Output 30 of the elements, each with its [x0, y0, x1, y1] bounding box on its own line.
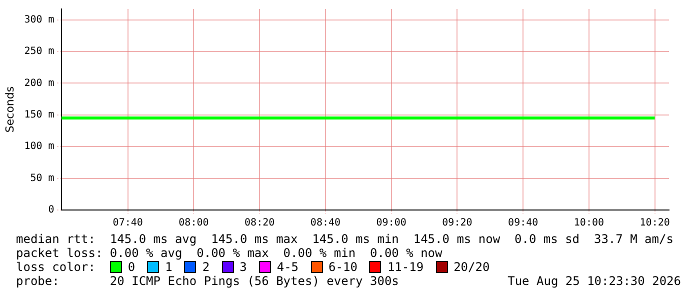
text: Tue Aug 25 10:23:30 2026 [508, 274, 681, 288]
text: median rtt: 145.0 ms avg 145.0 ms max 145.0 ms min 145.0 ms now 0.0 ms sd 33.7 M am/s [16, 232, 674, 246]
y-tick-label: 0 [48, 204, 54, 216]
x-tick-label: 08:40 [310, 218, 341, 229]
legend-label: 11-19 [387, 260, 424, 274]
x-tick-label: 08:00 [178, 218, 209, 229]
legend-label: 3 [240, 260, 247, 274]
x-tick-label: 10:20 [640, 218, 670, 229]
legend-title: loss color: [16, 260, 96, 274]
y-tick-label: 100 m [24, 141, 54, 152]
y-tick-label: 150 m [24, 109, 54, 120]
x-tick-label: 10:00 [574, 218, 604, 229]
y-tick-label: 300 m [24, 14, 54, 26]
y-tick-label: 200 m [24, 78, 54, 89]
legend-label: 0 [128, 260, 136, 274]
legend-label: 2 [202, 260, 210, 274]
text: packet loss: 0.00 % avg 0.00 % max 0.00 % min 0.00 % now [16, 246, 444, 260]
legend-label: 20/20 [454, 260, 490, 274]
y-tick-label: 50 m [30, 172, 54, 184]
legend-label: 4-5 [276, 260, 299, 274]
x-tick-label: 09:40 [508, 218, 538, 229]
text: probe: 20 ICMP Echo Pings (56 Bytes) every 300s [16, 274, 399, 288]
x-tick-label: 07:40 [112, 218, 143, 229]
y-axis-title: Seconds [3, 86, 16, 133]
y-tick-label: 250 m [24, 46, 54, 58]
legend-label: 6-10 [328, 260, 358, 274]
x-tick-label: 09:20 [442, 218, 472, 229]
x-tick-label: 08:20 [244, 218, 275, 229]
legend-label: 1 [165, 260, 172, 274]
x-tick-label: 09:00 [376, 218, 406, 229]
